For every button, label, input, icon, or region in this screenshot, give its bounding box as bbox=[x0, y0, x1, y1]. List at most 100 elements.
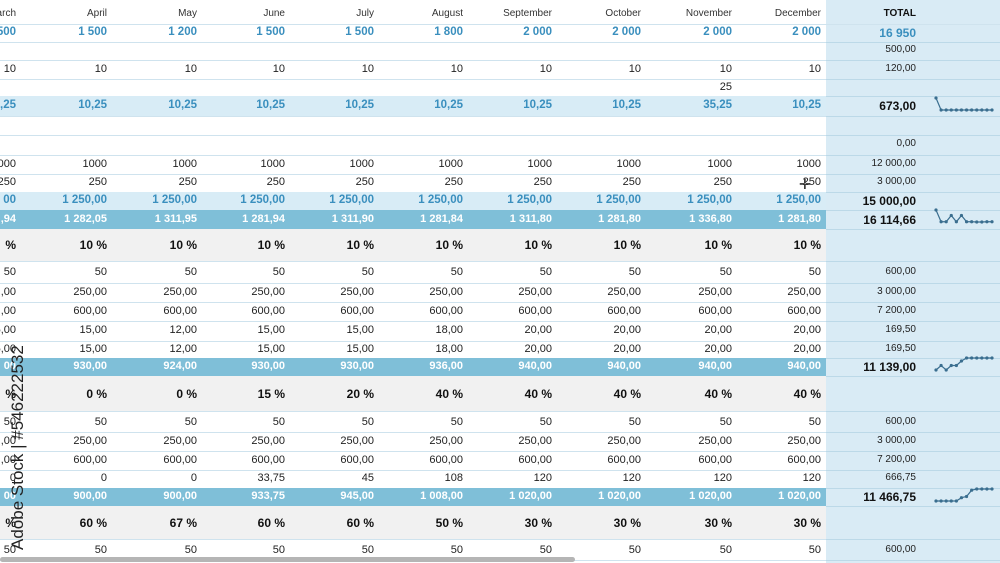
table-cell[interactable]: 50 bbox=[3, 416, 16, 428]
table-cell[interactable]: 10 % bbox=[524, 238, 552, 252]
table-cell[interactable]: 10 bbox=[272, 63, 285, 75]
total-cell[interactable]: 12 000,00 bbox=[871, 158, 917, 169]
table-cell[interactable]: 1 800 bbox=[434, 26, 463, 38]
table-cell[interactable]: 250,00 bbox=[73, 435, 107, 447]
table-cell[interactable]: 60 % bbox=[346, 516, 374, 530]
table-cell[interactable]: 250,00 bbox=[787, 435, 821, 447]
table-cell[interactable]: 10 % bbox=[704, 238, 732, 252]
table-cell[interactable]: 40 % bbox=[613, 387, 641, 401]
table-cell[interactable]: 250 bbox=[88, 176, 107, 188]
table-cell[interactable]: 15,00 bbox=[257, 343, 285, 355]
table-cell[interactable]: 20,00 bbox=[524, 324, 552, 336]
table-cell[interactable]: 940,00 bbox=[607, 360, 641, 372]
table-cell[interactable]: 1000 bbox=[172, 158, 197, 170]
table-cell[interactable]: 600,00 bbox=[698, 305, 732, 317]
table-cell[interactable]: 50 bbox=[808, 266, 821, 278]
table-cell[interactable]: 50 bbox=[272, 416, 285, 428]
table-cell[interactable]: 250,00 bbox=[340, 286, 374, 298]
table-cell[interactable]: 10,25 bbox=[792, 99, 821, 111]
table-cell[interactable]: 250,00 bbox=[607, 435, 641, 447]
table-cell[interactable]: 1 250,00 bbox=[418, 194, 463, 206]
column-header[interactable]: December bbox=[774, 8, 821, 19]
table-cell[interactable]: 50 bbox=[94, 544, 107, 556]
total-cell[interactable]: 11 139,00 bbox=[863, 360, 916, 374]
table-cell[interactable]: 50 bbox=[808, 416, 821, 428]
table-cell[interactable]: 600,00 bbox=[73, 454, 107, 466]
column-header[interactable]: September bbox=[503, 8, 552, 19]
table-cell[interactable]: 930,00 bbox=[251, 360, 285, 372]
table-cell[interactable]: 930,00 bbox=[340, 360, 374, 372]
table-cell[interactable]: 0 bbox=[190, 472, 197, 484]
table-cell[interactable]: 1000 bbox=[260, 158, 285, 170]
table-cell[interactable]: 20,00 bbox=[704, 343, 732, 355]
total-cell[interactable]: 600,00 bbox=[885, 544, 916, 555]
table-cell[interactable]: 1 250,00 bbox=[240, 194, 285, 206]
table-cell[interactable]: 10 bbox=[450, 63, 463, 75]
table-cell[interactable]: 1 200 bbox=[168, 26, 197, 38]
table-cell[interactable]: 600,00 bbox=[251, 454, 285, 466]
table-cell[interactable]: 250,00 bbox=[429, 286, 463, 298]
table-cell[interactable]: 1 281,94 bbox=[242, 213, 285, 225]
table-cell[interactable]: 1 250,00 bbox=[596, 194, 641, 206]
table-cell[interactable]: 50 bbox=[719, 544, 732, 556]
table-cell[interactable]: 10,25 bbox=[256, 99, 285, 111]
table-cell[interactable]: 1000 bbox=[349, 158, 374, 170]
table-cell[interactable]: 250,00 bbox=[518, 286, 552, 298]
table-cell[interactable]: 0 bbox=[9, 472, 16, 484]
table-cell[interactable]: 600,00 bbox=[429, 454, 463, 466]
table-cell[interactable]: % bbox=[5, 387, 16, 401]
table-cell[interactable]: 50 bbox=[94, 266, 107, 278]
table-cell[interactable]: 67 % bbox=[169, 516, 197, 530]
column-header[interactable]: arch bbox=[0, 8, 16, 19]
table-cell[interactable]: ,00 bbox=[0, 435, 16, 447]
table-cell[interactable]: 1 282,05 bbox=[64, 213, 107, 225]
table-cell[interactable]: 35,25 bbox=[703, 99, 732, 111]
table-cell[interactable]: 50 bbox=[184, 416, 197, 428]
table-cell[interactable]: 50 bbox=[539, 266, 552, 278]
total-cell[interactable]: 500,00 bbox=[885, 44, 916, 55]
table-cell[interactable]: 250,00 bbox=[251, 435, 285, 447]
table-cell[interactable]: 18,00 bbox=[435, 343, 463, 355]
table-cell[interactable]: ,94 bbox=[0, 213, 16, 225]
table-cell[interactable]: 10 % bbox=[346, 238, 374, 252]
table-cell[interactable]: 250,00 bbox=[698, 435, 732, 447]
table-cell[interactable]: 18,00 bbox=[435, 324, 463, 336]
table-cell[interactable]: 250,00 bbox=[163, 435, 197, 447]
table-cell[interactable]: 10 % bbox=[79, 238, 107, 252]
table-cell[interactable]: 936,00 bbox=[429, 360, 463, 372]
total-cell[interactable]: 15 000,00 bbox=[862, 194, 916, 208]
table-cell[interactable]: 600,00 bbox=[163, 305, 197, 317]
table-cell[interactable]: 20 % bbox=[346, 387, 374, 401]
table-cell[interactable]: 30 % bbox=[793, 516, 821, 530]
table-cell[interactable]: % bbox=[5, 238, 16, 252]
table-cell[interactable]: 50 bbox=[272, 266, 285, 278]
table-cell[interactable]: 600,00 bbox=[251, 305, 285, 317]
table-cell[interactable]: 50 % bbox=[435, 516, 463, 530]
table-cell[interactable]: 1 500 bbox=[256, 26, 285, 38]
total-cell[interactable]: 169,50 bbox=[885, 324, 916, 335]
table-cell[interactable]: 20,00 bbox=[524, 343, 552, 355]
table-cell[interactable]: 1 250,00 bbox=[507, 194, 552, 206]
table-cell[interactable]: 10 bbox=[539, 63, 552, 75]
table-cell[interactable]: 2 000 bbox=[523, 26, 552, 38]
table-cell[interactable]: 20,00 bbox=[704, 324, 732, 336]
table-cell[interactable]: 50 bbox=[184, 544, 197, 556]
table-cell[interactable]: 10 bbox=[94, 63, 107, 75]
table-cell[interactable]: 20,00 bbox=[793, 343, 821, 355]
table-cell[interactable]: 250 bbox=[266, 176, 285, 188]
table-cell[interactable]: 00 bbox=[3, 490, 16, 502]
table-cell[interactable]: 120 bbox=[533, 472, 552, 484]
table-cell[interactable]: 108 bbox=[444, 472, 463, 484]
table-cell[interactable]: 940,00 bbox=[518, 360, 552, 372]
table-cell[interactable]: 10 bbox=[719, 63, 732, 75]
table-cell[interactable]: 1 020,00 bbox=[509, 490, 552, 502]
table-cell[interactable]: 10 bbox=[3, 63, 16, 75]
table-cell[interactable]: 50 bbox=[719, 416, 732, 428]
table-cell[interactable]: 600,00 bbox=[518, 454, 552, 466]
table-cell[interactable]: 20,00 bbox=[793, 324, 821, 336]
table-cell[interactable]: 250,00 bbox=[73, 286, 107, 298]
table-cell[interactable]: 15,00 bbox=[257, 324, 285, 336]
column-header[interactable]: July bbox=[356, 8, 374, 19]
table-cell[interactable]: 5,00 bbox=[0, 324, 16, 336]
table-cell[interactable]: 250 bbox=[533, 176, 552, 188]
